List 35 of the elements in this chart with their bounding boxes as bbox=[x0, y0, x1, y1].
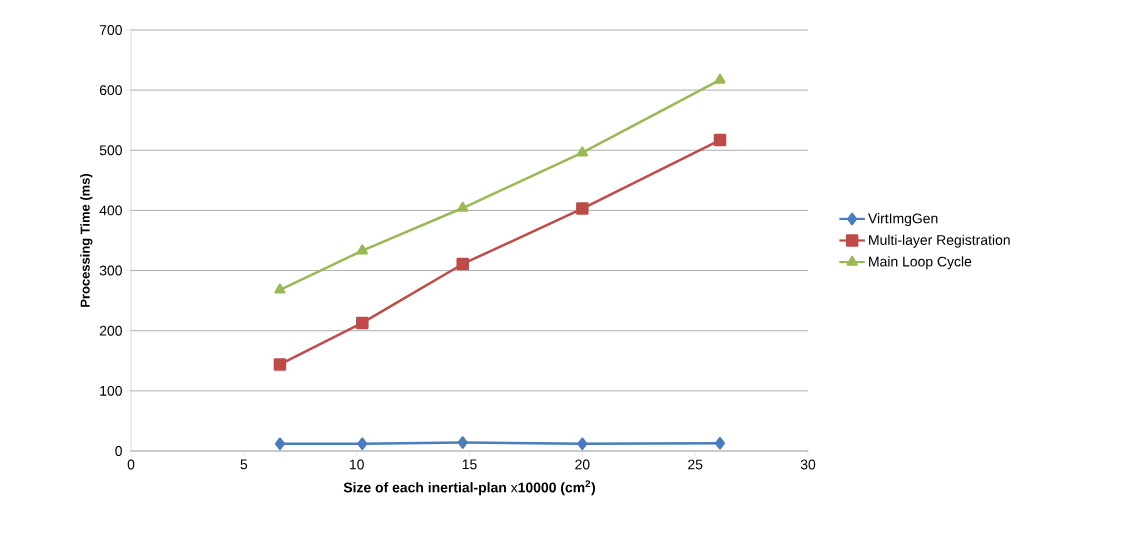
x-tick-label: 20 bbox=[575, 459, 590, 470]
y-tick-label: 500 bbox=[99, 145, 122, 156]
point bbox=[356, 316, 369, 330]
point bbox=[356, 244, 368, 255]
y-tick-label: 0 bbox=[115, 446, 122, 456]
point bbox=[457, 201, 469, 212]
x-tick-label: 15 bbox=[462, 459, 477, 470]
legend-label: Multi-layer Registration bbox=[869, 234, 1010, 248]
point bbox=[456, 257, 469, 271]
y-tick-label: 700 bbox=[99, 25, 122, 35]
point bbox=[715, 436, 725, 450]
y-tick-label: 200 bbox=[99, 325, 122, 336]
point bbox=[274, 437, 285, 451]
y-tick-label: 400 bbox=[99, 205, 122, 216]
point bbox=[713, 133, 727, 147]
y-tick-label: 600 bbox=[99, 85, 122, 96]
y-tick-label: 300 bbox=[99, 265, 122, 276]
y-axis-title: Processing Time (ms) bbox=[80, 173, 93, 307]
x-tick-label: 30 bbox=[800, 459, 816, 470]
x-tick-label: 10 bbox=[349, 459, 364, 470]
legend-label: Main Loop Cycle bbox=[869, 256, 972, 270]
y-tick-label: 100 bbox=[100, 385, 122, 396]
x-tick-label: 0 bbox=[127, 459, 135, 470]
text: Size of each inertial-plan x10000 (cm$^{2}$) bbox=[343, 480, 596, 496]
point bbox=[576, 202, 589, 215]
point bbox=[274, 283, 286, 294]
legend-label: VirtImgGen bbox=[868, 213, 938, 227]
point bbox=[576, 146, 588, 157]
point bbox=[357, 437, 368, 451]
x-tick-label: 5 bbox=[240, 459, 248, 470]
point bbox=[457, 436, 468, 449]
point bbox=[714, 73, 726, 84]
point bbox=[577, 437, 588, 451]
point bbox=[273, 358, 287, 371]
x-tick-label: 25 bbox=[688, 459, 703, 470]
